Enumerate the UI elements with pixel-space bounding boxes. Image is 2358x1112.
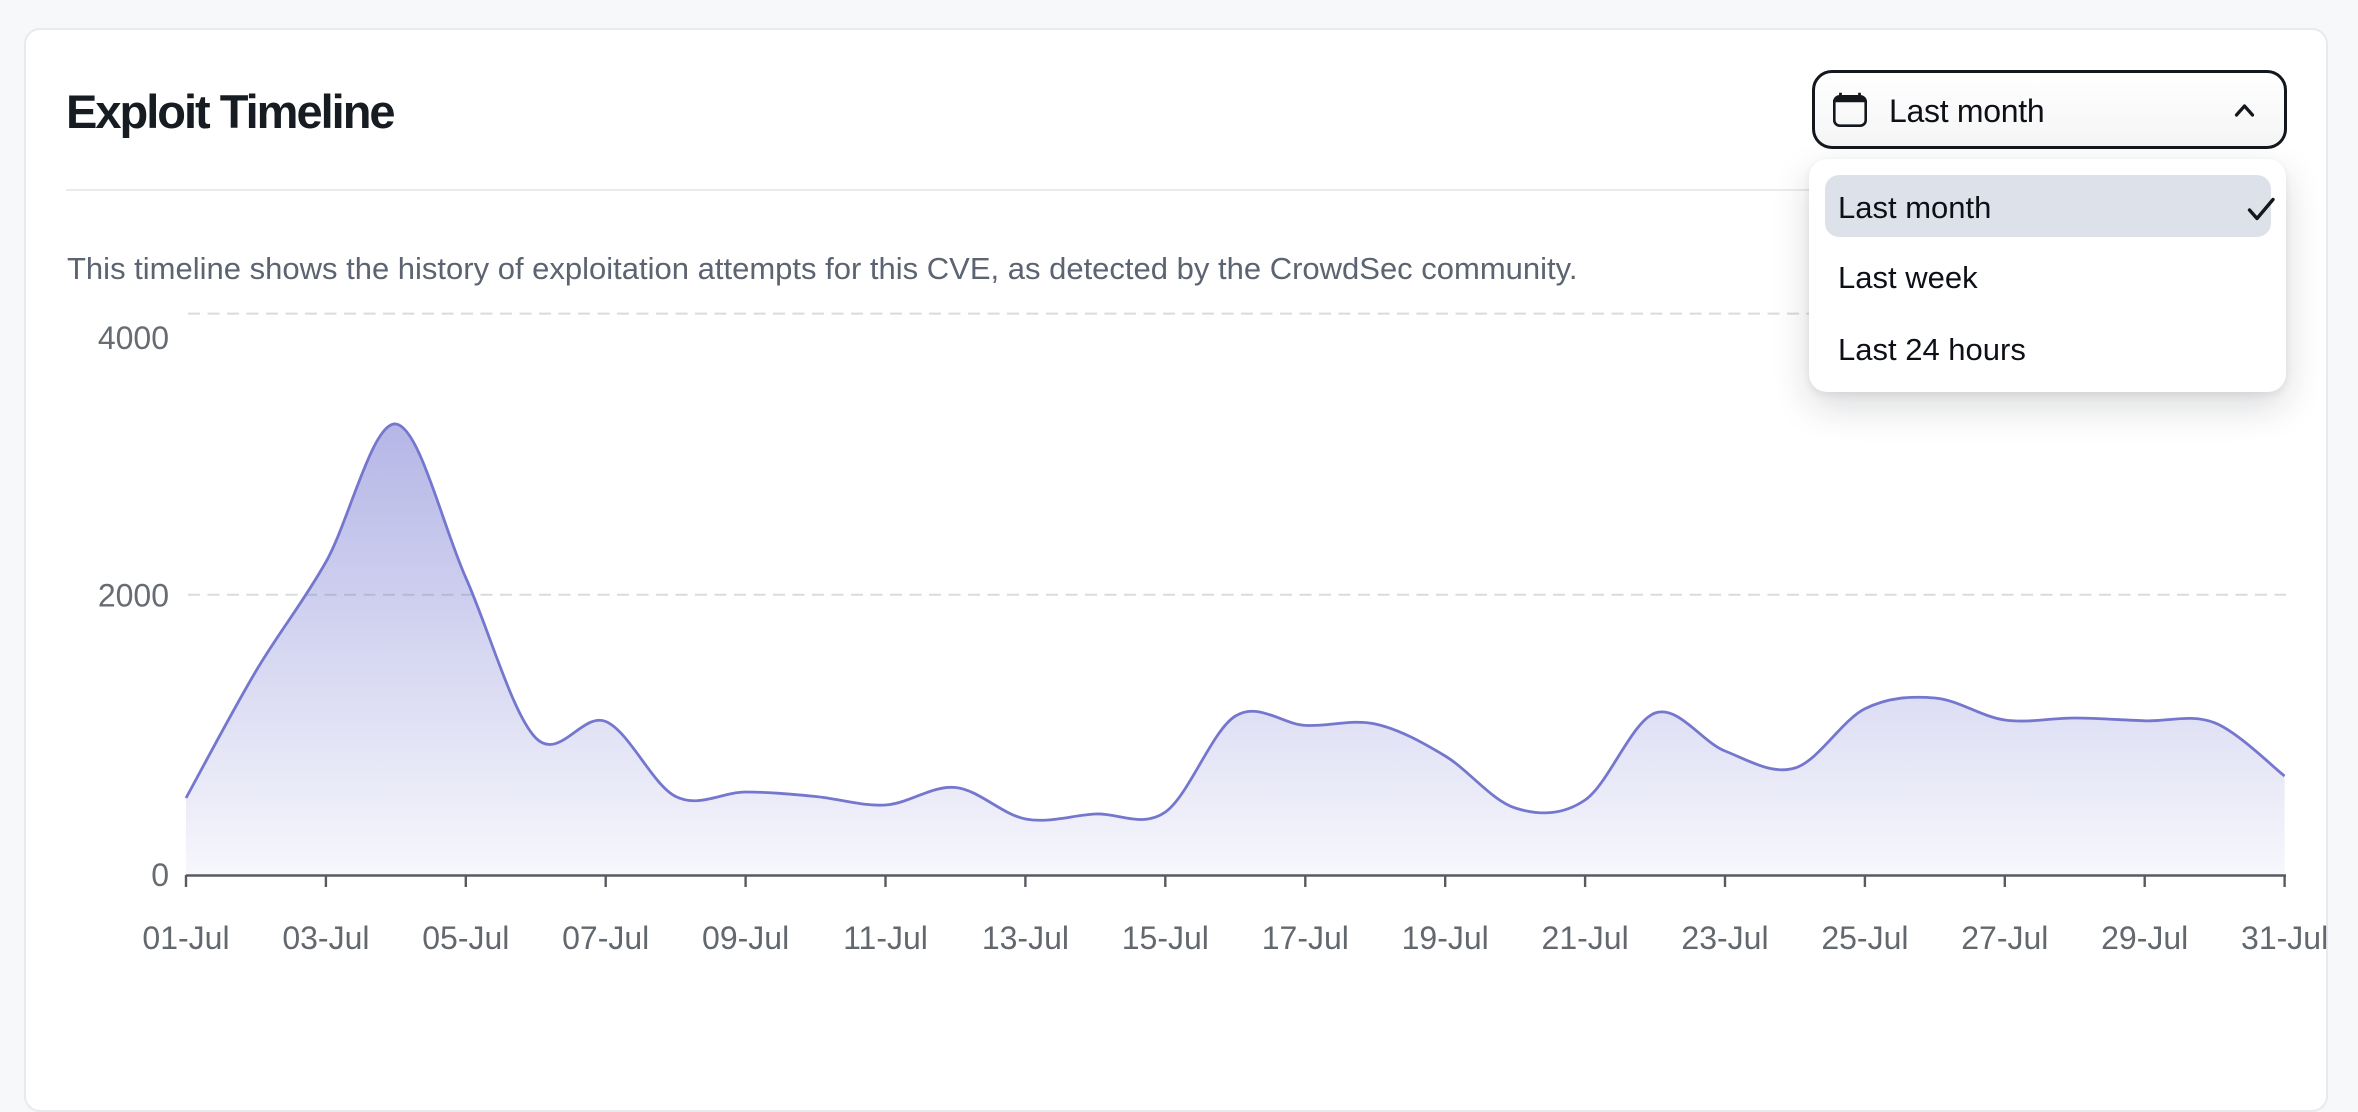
svg-text:19-Jul: 19-Jul: [1402, 920, 1489, 956]
svg-text:23-Jul: 23-Jul: [1681, 920, 1768, 956]
svg-text:15-Jul: 15-Jul: [1122, 920, 1209, 956]
svg-text:17-Jul: 17-Jul: [1262, 920, 1349, 956]
svg-text:03-Jul: 03-Jul: [282, 920, 369, 956]
svg-text:25-Jul: 25-Jul: [1821, 920, 1908, 956]
svg-text:05-Jul: 05-Jul: [422, 920, 509, 956]
svg-text:11-Jul: 11-Jul: [843, 920, 928, 956]
svg-text:0: 0: [151, 857, 169, 893]
svg-text:21-Jul: 21-Jul: [1542, 920, 1629, 956]
svg-text:4000: 4000: [98, 320, 169, 356]
svg-text:01-Jul: 01-Jul: [142, 920, 229, 956]
svg-text:31-Jul: 31-Jul: [2241, 920, 2328, 956]
svg-text:29-Jul: 29-Jul: [2101, 920, 2188, 956]
svg-text:27-Jul: 27-Jul: [1961, 920, 2048, 956]
svg-text:2000: 2000: [98, 578, 169, 614]
svg-text:07-Jul: 07-Jul: [562, 920, 649, 956]
svg-text:09-Jul: 09-Jul: [702, 920, 789, 956]
svg-text:13-Jul: 13-Jul: [982, 920, 1069, 956]
